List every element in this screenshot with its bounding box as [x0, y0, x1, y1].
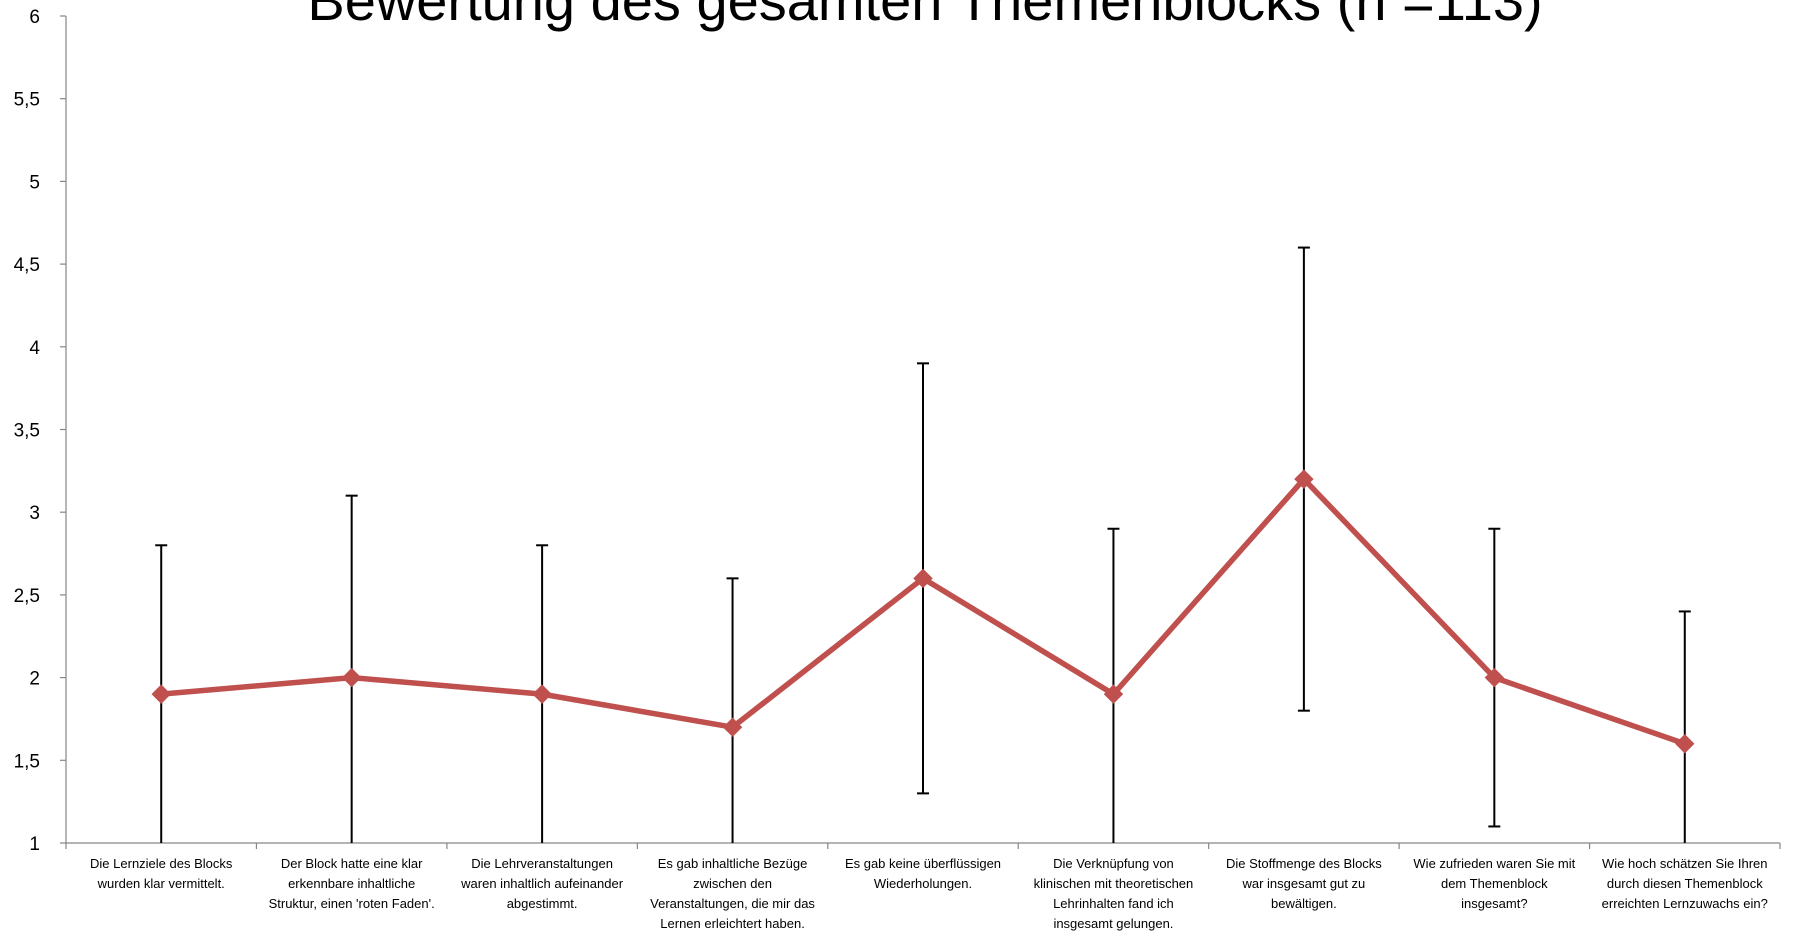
- y-tick-label: 3: [29, 503, 40, 524]
- data-point-marker: [1103, 684, 1124, 704]
- y-tick-label: 2: [29, 669, 40, 690]
- x-category-label: Der Block hatte eine klar erkennbare inha…: [269, 856, 435, 911]
- y-tick-label: 2,5: [14, 586, 40, 607]
- x-category-label: Es gab inhaltliche Bezüge zwischen den Ver…: [650, 856, 815, 931]
- x-category-label: Wie hoch schätzen Sie Ihren durch diesen …: [1602, 856, 1768, 911]
- x-category-label: Die Verknüpfung von klinischen mit theore…: [1034, 856, 1194, 931]
- data-point-marker: [1294, 469, 1314, 489]
- chart-title: Bewertung des gesamten Themenblocks (n =…: [307, 0, 1542, 32]
- data-point-marker: [151, 684, 171, 704]
- y-tick-label: 1: [29, 834, 40, 855]
- y-tick-label: 3,5: [14, 421, 40, 442]
- x-category-label: Es gab keine überflüssigen Wiederholungen…: [845, 856, 1001, 891]
- series-line-group: [151, 469, 1695, 754]
- x-axis-category-labels: Die Lernziele des Blocks wurden klar verm…: [65, 843, 1781, 931]
- data-point-marker: [532, 684, 552, 704]
- y-tick-label: 4: [29, 338, 40, 359]
- data-point-marker: [1675, 734, 1695, 754]
- y-tick-label: 5: [29, 172, 40, 193]
- y-axis-ticks: 1 1,5 2 2,5 3 3,5 4 4,5 5 5,5 6: [14, 7, 66, 855]
- x-category-label: Wie zufrieden waren Sie mit dem Themenblo…: [1413, 856, 1575, 911]
- y-tick-label: 5,5: [14, 90, 40, 111]
- x-category-label: Die Stoffmenge des Blocks war insgesamt g…: [1226, 856, 1382, 911]
- error-bars: [155, 246, 1691, 843]
- y-tick-label: 6: [29, 7, 40, 28]
- y-tick-label: 1,5: [14, 751, 40, 772]
- x-category-label: Die Lernziele des Blocks wurden klar verm…: [90, 856, 233, 891]
- data-point-marker: [722, 717, 743, 737]
- data-point-marker: [1484, 667, 1505, 688]
- data-point-marker: [913, 568, 933, 589]
- data-point-marker: [341, 667, 362, 688]
- x-category-label: Die Lehrveranstaltungen waren inhaltlich …: [460, 856, 624, 911]
- y-tick-label: 4,5: [14, 255, 40, 276]
